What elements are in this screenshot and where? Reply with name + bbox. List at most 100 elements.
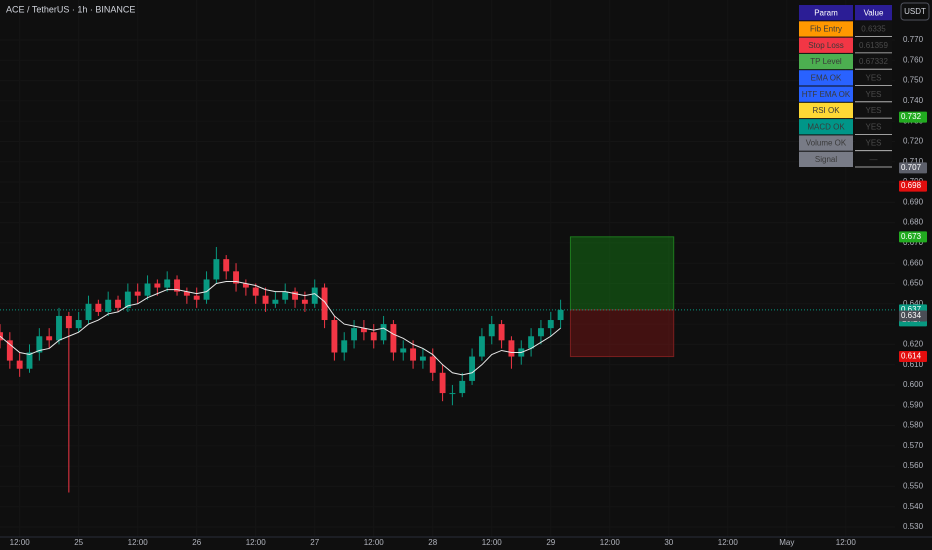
candle-body bbox=[341, 340, 348, 353]
table-value-text: — bbox=[870, 155, 878, 164]
y-tick-label: 0.570 bbox=[903, 441, 924, 450]
candle-body bbox=[115, 299, 121, 308]
candle-body bbox=[488, 324, 495, 337]
x-tick-label: 12:00 bbox=[10, 538, 31, 547]
y-tick-label: 0.670 bbox=[903, 238, 924, 247]
x-tick-label: 12:00 bbox=[836, 538, 857, 547]
candle-body bbox=[105, 299, 112, 312]
price-axis-bg bbox=[895, 0, 932, 550]
axes: 0.530 0.540 0.550 0.560 0.570 0.580 0.590 0.600… bbox=[10, 35, 927, 547]
table-value-cell bbox=[855, 102, 892, 119]
candle-body bbox=[419, 356, 426, 361]
candle-body bbox=[498, 324, 505, 341]
table-value-cell bbox=[855, 135, 892, 151]
y-tick-label: 0.610 bbox=[903, 360, 924, 369]
x-tick-label: 26 bbox=[192, 538, 201, 547]
table-param-cell bbox=[799, 119, 853, 135]
price-label-bg bbox=[899, 162, 927, 174]
table-param-cell bbox=[799, 21, 853, 37]
candle-body bbox=[134, 291, 141, 296]
table-header-cell bbox=[855, 5, 892, 21]
x-tick-label: 12:00 bbox=[128, 538, 149, 547]
table-value-text: YES bbox=[865, 73, 881, 82]
candle-body bbox=[557, 309, 564, 321]
table-value-text: YES bbox=[865, 122, 881, 131]
y-tick-label: 0.710 bbox=[903, 157, 924, 166]
candle-body bbox=[16, 360, 23, 369]
y-tick-label: 0.770 bbox=[903, 35, 924, 44]
candle-body bbox=[85, 303, 92, 321]
currency-button-label[interactable]: USDT bbox=[904, 7, 926, 16]
table-header-text: Value bbox=[864, 8, 884, 17]
target-zone bbox=[569, 236, 675, 311]
table-value-cell bbox=[855, 86, 892, 102]
candle-body bbox=[360, 328, 367, 333]
candle-body bbox=[164, 279, 171, 288]
chart-title: ACE / TetherUS · 1h · BINANCE bbox=[6, 4, 135, 14]
x-tick-label: 27 bbox=[310, 538, 319, 547]
price-label-bg bbox=[899, 231, 927, 243]
status-table: Param Value Fib Entry 0.6335 Stop Loss 0.6135… bbox=[799, 5, 892, 168]
candle-body bbox=[124, 291, 131, 308]
candle-body bbox=[95, 303, 102, 312]
table-value-text: 0.67332 bbox=[859, 57, 888, 66]
plot bbox=[0, 236, 895, 493]
table-value-cell bbox=[855, 21, 892, 37]
table-param-cell bbox=[799, 37, 853, 53]
candle-body bbox=[439, 372, 446, 394]
price-label: 0.707 bbox=[901, 163, 922, 172]
candle-body bbox=[351, 328, 358, 341]
table-value-cell bbox=[855, 37, 892, 53]
y-tick-label: 0.640 bbox=[903, 299, 924, 308]
table-param-text: TP Level bbox=[810, 57, 842, 66]
currency-button[interactable] bbox=[900, 2, 930, 21]
candle-body bbox=[154, 283, 161, 288]
candle-body bbox=[331, 320, 338, 353]
table-param-text: MACD OK bbox=[807, 122, 845, 131]
y-tick-label: 0.550 bbox=[903, 482, 924, 491]
price-label-bg bbox=[899, 310, 927, 322]
table-value-text: 0.61359 bbox=[859, 41, 888, 50]
table-value-cell bbox=[855, 70, 892, 86]
price-label-bg bbox=[899, 111, 927, 123]
table-param-text: Volume OK bbox=[806, 139, 847, 148]
candle-body bbox=[56, 315, 62, 341]
table-param-text: HTF EMA OK bbox=[802, 90, 851, 99]
price-label: 0.673 bbox=[901, 232, 922, 241]
price-label: 0.732 bbox=[901, 112, 922, 121]
candle-body bbox=[478, 336, 485, 357]
candle-body bbox=[370, 332, 377, 341]
table-param-text: Stop Loss bbox=[808, 41, 844, 50]
candle-body bbox=[528, 336, 535, 349]
table-param-cell bbox=[799, 53, 853, 70]
y-tick-label: 0.530 bbox=[903, 522, 924, 531]
x-tick-label: 12:00 bbox=[246, 538, 267, 547]
y-tick-label: 0.540 bbox=[903, 502, 924, 511]
x-tick-label: May bbox=[779, 538, 794, 547]
table-value-cell bbox=[855, 119, 892, 135]
candle-body bbox=[469, 356, 476, 381]
table-param-text: EMA OK bbox=[811, 73, 842, 82]
y-tick-label: 0.690 bbox=[903, 197, 924, 206]
candle-body bbox=[262, 295, 269, 304]
candle-body bbox=[311, 287, 318, 304]
candle-body bbox=[292, 291, 299, 300]
candle-body bbox=[547, 320, 554, 329]
price-label: 0.698 bbox=[901, 181, 922, 190]
table-param-cell bbox=[799, 102, 853, 119]
candle-body bbox=[508, 340, 515, 357]
indicator-line bbox=[0, 280, 561, 376]
candle-body bbox=[213, 259, 220, 280]
table-param-cell bbox=[799, 135, 853, 151]
table-value-text: YES bbox=[865, 139, 881, 148]
candle-body bbox=[203, 279, 210, 300]
candle-body bbox=[144, 283, 151, 296]
x-tick-label: 30 bbox=[664, 538, 673, 547]
candle-body bbox=[272, 299, 279, 304]
y-tick-label: 0.740 bbox=[903, 96, 924, 105]
grid bbox=[0, 0, 895, 537]
x-tick-label: 12:00 bbox=[718, 538, 739, 547]
candle-body bbox=[537, 328, 544, 337]
